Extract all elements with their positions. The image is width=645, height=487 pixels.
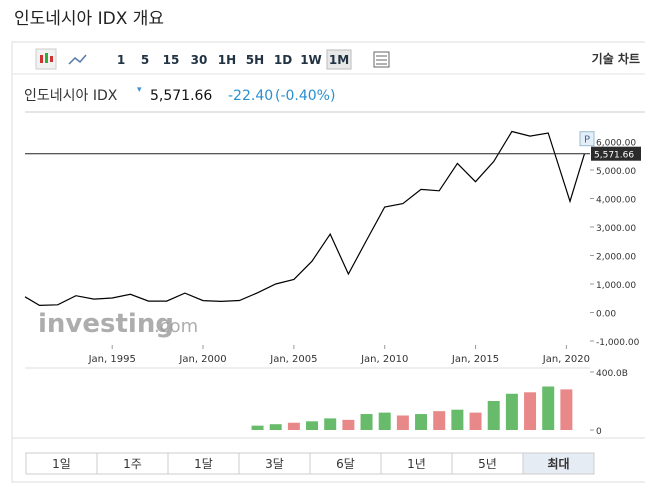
y-tick-label: 0.00: [596, 310, 616, 320]
volume-tick-label: 0: [596, 427, 602, 437]
interval-button[interactable]: 1D: [274, 53, 292, 67]
interval-selected: [326, 49, 352, 70]
table-icon[interactable]: [373, 51, 390, 68]
volume-bar: [378, 412, 391, 430]
marker-box: [579, 131, 595, 147]
range-button[interactable]: 1년: [407, 457, 426, 471]
volume-tick-label: 400.0B: [596, 369, 628, 379]
quote-change-pct: (-0.40%): [275, 88, 335, 104]
volume-bar: [505, 393, 518, 430]
interval-button[interactable]: 15: [163, 53, 180, 67]
range-button-bg[interactable]: [522, 452, 595, 475]
interval-button[interactable]: 5H: [246, 53, 264, 67]
volume-bar: [524, 392, 537, 430]
range-button[interactable]: 3달: [265, 457, 284, 471]
line-icon[interactable]: [68, 54, 87, 65]
y-tick-label: 2,000.00: [596, 253, 636, 263]
volume-bar: [324, 418, 337, 430]
panel: [11, 41, 645, 483]
y-tick-label: -1,000.00: [596, 338, 640, 348]
y-tick-label: 1,000.00: [596, 281, 636, 291]
volume-bar: [487, 401, 500, 430]
price-line: [24, 130, 586, 307]
range-button[interactable]: 최대: [547, 456, 569, 471]
volume-bar: [269, 424, 282, 430]
volume-bar: [287, 422, 300, 430]
volume-bar: [542, 386, 555, 430]
range-button[interactable]: 6달: [336, 457, 355, 471]
volume-bar: [306, 421, 319, 430]
volume-bar: [415, 414, 428, 430]
arrow: ▾: [137, 85, 142, 95]
volume-bar: [251, 425, 264, 430]
last-price-box: [591, 146, 641, 161]
quote-name: 인도네시아 IDX: [24, 88, 118, 104]
range-button[interactable]: 5년: [478, 457, 497, 471]
interval-button[interactable]: 1: [117, 53, 125, 67]
range-button[interactable]: 1주: [123, 457, 142, 471]
y-tick-label: 5,000.00: [596, 167, 636, 177]
volume-bar: [433, 411, 446, 430]
interval-button[interactable]: 5: [141, 53, 149, 67]
y-tick-label: 3,000.00: [596, 224, 636, 234]
x-tick-label: Jan, 2020: [542, 354, 590, 365]
volume-bar: [469, 412, 482, 430]
marker: P: [584, 135, 590, 146]
y-tick-label: 6,000.00: [596, 139, 636, 149]
x-tick-label: Jan, 2010: [360, 354, 408, 365]
quote-price: 5,571.66: [150, 88, 212, 104]
quote-change: -22.40: [228, 88, 273, 104]
volume-bar: [360, 414, 373, 430]
volume-bar: [396, 415, 409, 430]
candle-icon[interactable]: [35, 48, 57, 70]
technical-chart[interactable]: 기술 차트: [592, 51, 640, 66]
volume-bar: [560, 389, 573, 430]
x-tick-label: Jan, 2015: [451, 354, 499, 365]
volume-bar: [342, 419, 355, 430]
watermark: investing: [38, 309, 174, 339]
interval-button[interactable]: 1M: [329, 53, 349, 67]
interval-button[interactable]: 30: [191, 53, 208, 67]
x-tick-label: Jan, 2005: [269, 354, 317, 365]
x-tick-label: Jan, 1995: [88, 354, 136, 365]
x-tick-label: Jan, 2000: [178, 354, 226, 365]
volume-bar: [451, 409, 464, 430]
last-price-label: 5,571.66: [594, 151, 634, 161]
range-button[interactable]: 1달: [194, 457, 213, 471]
watermark-suffix: .com: [154, 316, 198, 337]
interval-button[interactable]: 1H: [218, 53, 236, 67]
page-title: 인도네시아 IDX 개요: [14, 9, 164, 29]
range-button[interactable]: 1일: [52, 457, 71, 471]
y-tick-label: 4,000.00: [596, 196, 636, 206]
interval-button[interactable]: 1W: [300, 53, 322, 67]
